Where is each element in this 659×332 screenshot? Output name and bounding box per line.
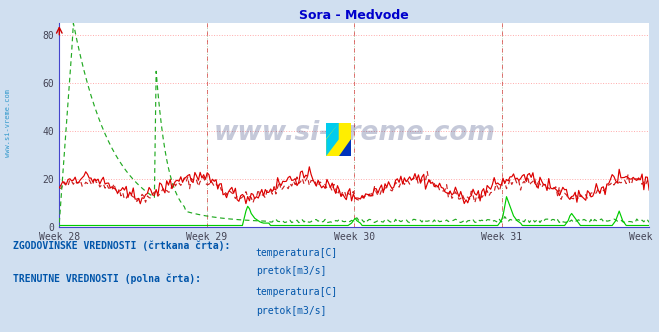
Text: pretok[m3/s]: pretok[m3/s] <box>256 306 326 316</box>
Polygon shape <box>326 123 339 156</box>
Text: www.si-vreme.com: www.si-vreme.com <box>5 89 11 157</box>
Polygon shape <box>339 139 351 156</box>
Title: Sora - Medvode: Sora - Medvode <box>299 9 409 22</box>
Text: TRENUTNE VREDNOSTI (polna črta):: TRENUTNE VREDNOSTI (polna črta): <box>13 274 201 285</box>
Text: ZGODOVINSKE VREDNOSTI (črtkana črta):: ZGODOVINSKE VREDNOSTI (črtkana črta): <box>13 241 231 251</box>
Text: temperatura[C]: temperatura[C] <box>256 248 338 258</box>
Text: pretok[m3/s]: pretok[m3/s] <box>256 266 326 276</box>
Text: www.si-vreme.com: www.si-vreme.com <box>214 121 495 146</box>
Text: temperatura[C]: temperatura[C] <box>256 287 338 297</box>
Polygon shape <box>326 123 339 139</box>
